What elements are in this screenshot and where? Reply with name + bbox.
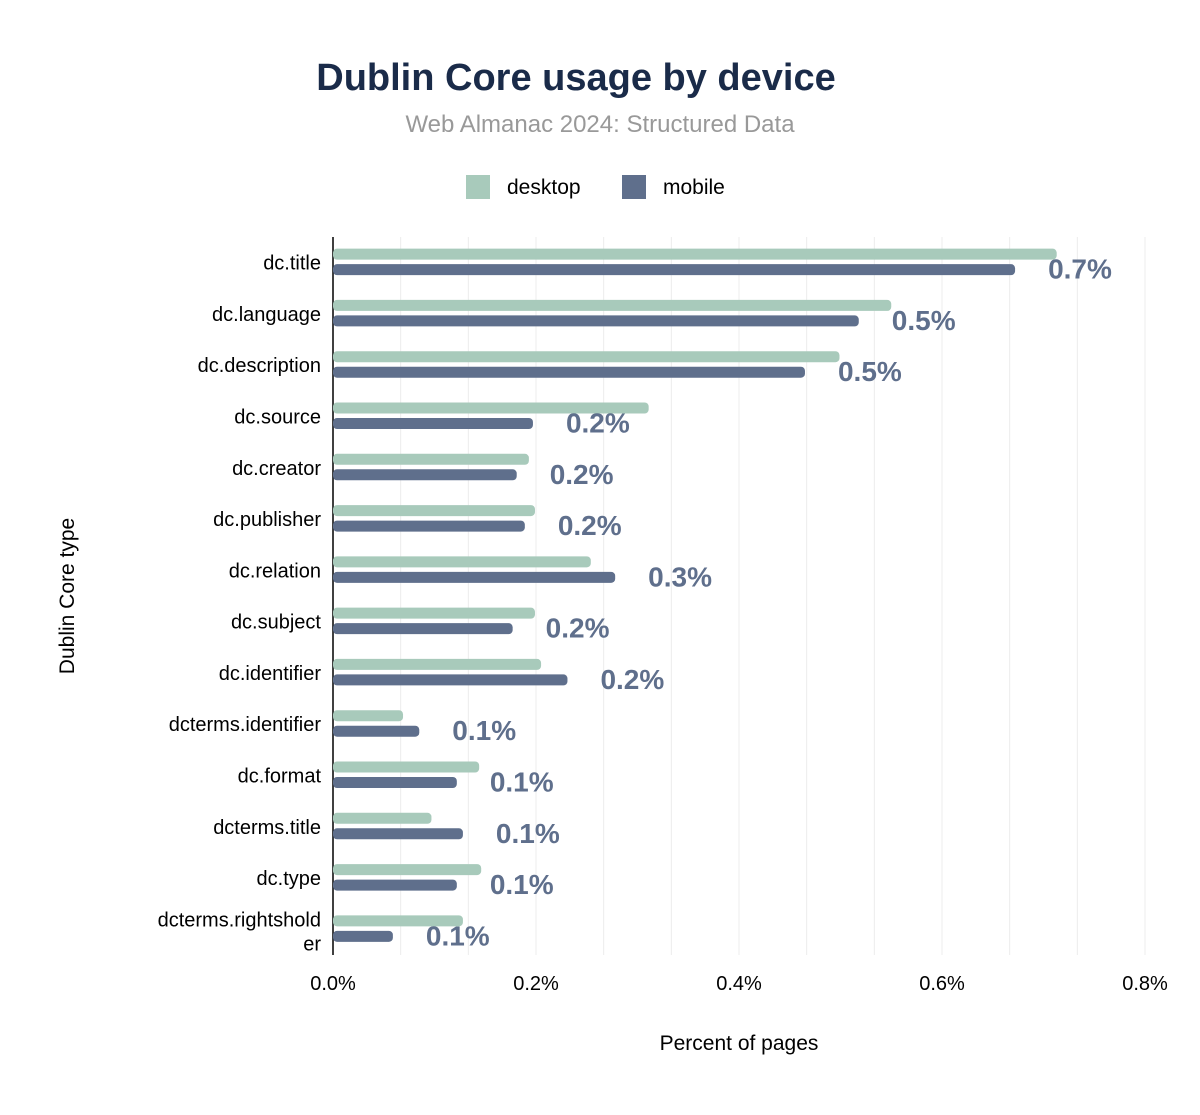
y-tick-label-cont: er — [303, 933, 321, 955]
chart-title: Dublin Core usage by device — [316, 57, 835, 99]
y-tick-label: dc.creator — [232, 458, 321, 480]
data-label: 0.2% — [550, 459, 614, 490]
bar-mobile — [333, 366, 805, 378]
y-tick-label: dc.identifier — [219, 663, 322, 685]
bar-desktop — [333, 864, 482, 876]
bar-mobile — [333, 879, 457, 891]
bar-desktop — [333, 505, 535, 517]
x-tick-label: 0.6% — [919, 973, 965, 995]
bar-mobile — [333, 725, 420, 737]
bar-desktop — [333, 812, 432, 824]
bars: 0.7% 0.5% 0.5% 0.2% 0.2% 0.2% 0.3% 0.2% 0.2% 0.1%… — [333, 248, 1112, 951]
data-label: 0.2% — [558, 510, 622, 541]
bar-mobile — [333, 777, 457, 788]
data-label: 0.1% — [426, 920, 490, 951]
y-tick-label: dc.format — [238, 766, 322, 788]
bar-mobile — [333, 315, 859, 327]
y-tick-label: dc.title — [263, 253, 321, 275]
bar-desktop — [333, 248, 1057, 260]
bar-desktop — [333, 761, 480, 773]
bar-desktop — [333, 556, 591, 568]
data-label: 0.5% — [892, 305, 956, 336]
y-tick-label: dc.publisher — [213, 509, 321, 531]
data-label: 0.1% — [496, 818, 560, 849]
y-tick-label: dc.language — [212, 304, 321, 326]
bar-desktop — [333, 402, 649, 414]
bar-desktop — [333, 915, 463, 927]
y-axis-title: Dublin Core type — [56, 518, 79, 674]
x-tick-label: 0.8% — [1122, 973, 1168, 995]
bar-mobile — [333, 571, 616, 583]
data-label: 0.2% — [600, 664, 664, 695]
legend-swatch-mobile — [622, 175, 646, 199]
y-tick-label: dc.relation — [229, 560, 321, 582]
bar-desktop — [333, 710, 404, 722]
bar-mobile — [333, 469, 517, 481]
x-tick-label: 0.4% — [716, 973, 762, 995]
bar-mobile — [333, 520, 525, 532]
data-label: 0.7% — [1048, 254, 1112, 285]
data-label: 0.3% — [648, 561, 712, 592]
data-label: 0.1% — [490, 869, 554, 900]
data-label: 0.1% — [490, 767, 554, 798]
x-axis-ticks: 0.0% 0.2% 0.4% 0.6% 0.8% — [310, 973, 1168, 995]
y-tick-label: dcterms.identifier — [169, 714, 322, 736]
bar-mobile — [333, 623, 513, 635]
bar-desktop — [333, 453, 529, 465]
legend-label-desktop: desktop — [507, 176, 581, 199]
x-tick-label: 0.2% — [513, 973, 559, 995]
y-tick-label: dcterms.title — [213, 817, 321, 839]
legend: desktop mobile — [466, 175, 725, 199]
y-tick-label: dc.source — [234, 407, 321, 429]
y-axis-labels: dc.title dc.language dc.description dc.sour… — [158, 253, 322, 956]
data-label: 0.2% — [546, 613, 610, 644]
bar-desktop — [333, 607, 535, 619]
y-tick-label: dc.description — [198, 355, 321, 377]
bar-mobile — [333, 930, 393, 942]
legend-label-mobile: mobile — [663, 176, 725, 199]
bar-desktop — [333, 658, 542, 670]
data-label: 0.5% — [838, 356, 902, 387]
bar-desktop — [333, 299, 892, 311]
x-tick-label: 0.0% — [310, 973, 356, 995]
bar-mobile — [333, 264, 1016, 276]
bar-mobile — [333, 418, 533, 429]
bar-desktop — [333, 351, 840, 363]
data-label: 0.2% — [566, 408, 630, 439]
bar-mobile — [333, 674, 568, 686]
y-tick-label: dc.subject — [231, 612, 321, 634]
chart-subtitle: Web Almanac 2024: Structured Data — [405, 111, 795, 138]
bar-mobile — [333, 828, 463, 840]
y-tick-label: dcterms.rightshold — [158, 909, 321, 931]
legend-swatch-desktop — [466, 175, 490, 199]
data-label: 0.1% — [452, 715, 516, 746]
y-tick-label: dc.type — [257, 868, 321, 890]
x-axis-title: Percent of pages — [660, 1032, 819, 1055]
gridlines — [332, 237, 1146, 955]
